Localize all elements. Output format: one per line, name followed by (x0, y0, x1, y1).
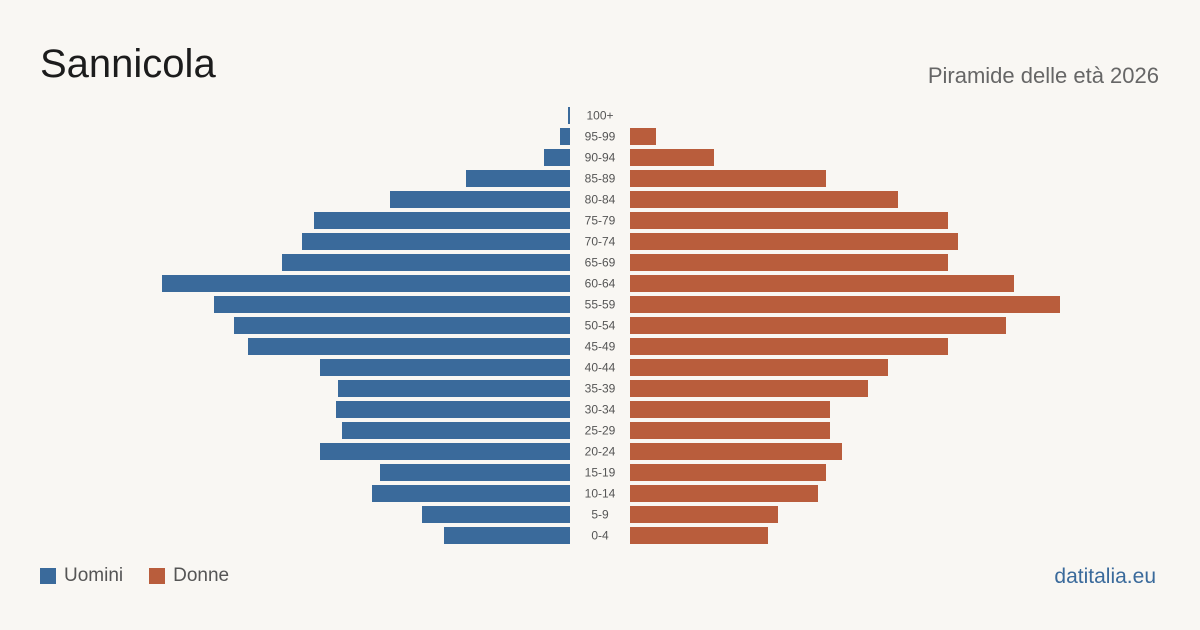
bar-women-20-24 (630, 443, 842, 460)
bar-men-85-89 (466, 170, 570, 187)
age-label-40-44: 40-44 (585, 361, 616, 375)
bar-men-90-94 (544, 149, 570, 166)
bar-women-5-9 (630, 506, 778, 523)
bar-women-65-69 (630, 254, 948, 271)
bar-men-80-84 (390, 191, 570, 208)
age-label-50-54: 50-54 (585, 319, 616, 333)
bar-women-10-14 (630, 485, 818, 502)
bar-women-25-29 (630, 422, 830, 439)
age-label-70-74: 70-74 (585, 235, 616, 249)
bar-men-70-74 (302, 233, 570, 250)
source-link[interactable]: datitalia.eu (1054, 565, 1156, 588)
bar-men-15-19 (380, 464, 570, 481)
bar-women-55-59 (630, 296, 1060, 313)
legend-item-women: Donne (149, 565, 229, 587)
age-label-20-24: 20-24 (585, 445, 616, 459)
age-label-25-29: 25-29 (585, 424, 616, 438)
bar-women-15-19 (630, 464, 826, 481)
bar-women-40-44 (630, 359, 888, 376)
legend: Uomini Donne (40, 565, 255, 587)
legend-swatch-men (40, 568, 56, 584)
bar-men-10-14 (372, 485, 570, 502)
bar-men-75-79 (314, 212, 570, 229)
age-label-95-99: 95-99 (585, 130, 616, 144)
age-label-55-59: 55-59 (585, 298, 616, 312)
age-label-65-69: 65-69 (585, 256, 616, 270)
bar-men-100plus (568, 107, 570, 124)
chart-subtitle: Piramide delle età 2026 (927, 63, 1159, 88)
legend-label-women: Donne (173, 565, 230, 586)
bar-men-5-9 (422, 506, 570, 523)
bar-women-45-49 (630, 338, 948, 355)
age-label-30-34: 30-34 (585, 403, 616, 417)
bar-women-75-79 (630, 212, 948, 229)
bar-women-30-34 (630, 401, 830, 418)
age-label-0-4: 0-4 (591, 529, 609, 543)
age-label-10-14: 10-14 (585, 487, 616, 501)
bar-men-30-34 (336, 401, 570, 418)
bar-men-0-4 (444, 527, 570, 544)
bar-men-40-44 (320, 359, 570, 376)
bar-men-60-64 (162, 275, 570, 292)
age-label-90-94: 90-94 (585, 151, 616, 165)
bar-women-60-64 (630, 275, 1014, 292)
legend-label-men: Uomini (64, 565, 124, 586)
bar-women-35-39 (630, 380, 868, 397)
bar-men-65-69 (282, 254, 570, 271)
bar-women-85-89 (630, 170, 826, 187)
bar-women-90-94 (630, 149, 714, 166)
legend-item-men: Uomini (40, 565, 123, 587)
age-label-75-79: 75-79 (585, 214, 616, 228)
age-label-15-19: 15-19 (585, 466, 616, 480)
age-label-60-64: 60-64 (585, 277, 616, 291)
bar-men-50-54 (234, 317, 570, 334)
bar-men-45-49 (248, 338, 570, 355)
bar-women-0-4 (630, 527, 768, 544)
bar-women-80-84 (630, 191, 898, 208)
bar-men-25-29 (342, 422, 570, 439)
page-title: Sannicola (40, 42, 216, 86)
age-label-5-9: 5-9 (591, 508, 609, 522)
bar-men-55-59 (214, 296, 570, 313)
age-label-80-84: 80-84 (585, 193, 616, 207)
age-label-35-39: 35-39 (585, 382, 616, 396)
bar-women-70-74 (630, 233, 958, 250)
age-label-85-89: 85-89 (585, 172, 616, 186)
bar-women-50-54 (630, 317, 1006, 334)
age-label-100plus: 100+ (586, 109, 613, 123)
bar-women-95-99 (630, 128, 656, 145)
bar-men-35-39 (338, 380, 570, 397)
bar-men-20-24 (320, 443, 570, 460)
legend-swatch-women (149, 568, 166, 584)
bar-men-95-99 (560, 128, 570, 145)
age-label-45-49: 45-49 (585, 340, 616, 354)
